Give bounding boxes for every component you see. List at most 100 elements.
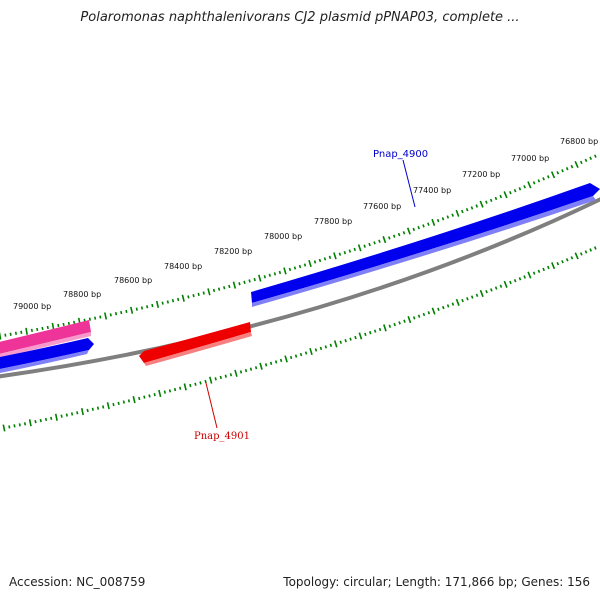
scale-tick (309, 347, 313, 356)
scale-tick (229, 373, 233, 377)
scale-tick (422, 312, 426, 317)
scale-tick (537, 269, 541, 273)
scale-label: 78200 bp (214, 247, 252, 256)
scale-tick (363, 244, 366, 248)
scale-tick (166, 300, 169, 304)
scale-tick (523, 185, 526, 189)
scale-tick (455, 209, 460, 217)
scale-tick (264, 363, 268, 367)
scale-tick (403, 319, 406, 323)
scale-label: 78800 bp (63, 290, 101, 299)
scale-tick (106, 402, 110, 410)
scale-tick (151, 303, 154, 308)
scale-tick (127, 399, 131, 403)
scale-tick (479, 200, 484, 208)
scale-tick (283, 267, 287, 275)
gene-pnap-4900[interactable] (251, 183, 600, 307)
scale-label: 77000 bp (511, 154, 549, 163)
scale-tick (412, 227, 416, 232)
feature-blue-left[interactable] (0, 338, 94, 374)
scale-tick (232, 281, 237, 289)
scale-tick (547, 265, 550, 270)
scale-tick (446, 304, 450, 308)
scale-tick (358, 332, 363, 340)
scale-tick (181, 294, 185, 302)
scale-tick (148, 394, 151, 398)
scale-tick (2, 424, 6, 432)
scale-tick (475, 293, 479, 297)
scale-tick (383, 324, 387, 332)
scale-tick (99, 315, 102, 319)
scale-tick (343, 250, 347, 255)
scale-tick (76, 411, 79, 415)
scale-tick (485, 200, 488, 204)
scale-tick (23, 422, 27, 426)
scale-tick (163, 390, 166, 394)
map-title: Polaromonas naphthalenivorans CJ2 plasmi… (80, 10, 520, 25)
scale-tick (217, 287, 221, 291)
scale-tick (189, 383, 192, 388)
scale-tick (132, 396, 136, 404)
scale-tick (417, 225, 420, 230)
scale-tick (41, 326, 44, 331)
scale-tick (494, 286, 498, 290)
scale-tick (70, 412, 74, 416)
scale-tick (333, 252, 337, 260)
scale-tick (532, 271, 536, 275)
scale-tick (579, 160, 583, 165)
scale-tick (197, 292, 200, 296)
scale-tick (373, 241, 376, 245)
scale-tick (373, 329, 377, 333)
scale-tick (537, 179, 541, 183)
gene-pnap-4901[interactable] (139, 322, 252, 366)
scale-tick (168, 389, 172, 393)
gene-label-pnap-4900[interactable]: Pnap_4900 (373, 149, 428, 160)
scale-tick (96, 406, 100, 410)
scale-tick (574, 252, 579, 260)
scale-tick (388, 236, 391, 240)
scale-label: 76800 bp (560, 137, 598, 146)
scale-tick (523, 275, 526, 279)
scale-tick (44, 417, 48, 422)
scale-tick (513, 188, 517, 193)
scale-tick (284, 355, 288, 363)
scale-label: 77400 bp (413, 186, 451, 195)
gene-label-pnap-4901[interactable]: Pnap_4901 (194, 431, 250, 442)
scale-tick (50, 416, 53, 420)
scale-tick (556, 171, 560, 175)
scale-tick (518, 277, 522, 281)
scale-tick (273, 272, 277, 276)
scale-tick (437, 307, 440, 312)
scale-tick (417, 314, 421, 318)
scale-tick (561, 169, 564, 173)
feature-pink[interactable] (0, 320, 91, 359)
scale-tick (499, 284, 503, 288)
pnap-4900-leader (402, 159, 416, 208)
scale-tick (120, 310, 123, 315)
scale-tick (451, 302, 455, 306)
scale-tick (388, 324, 392, 328)
scale-tick (117, 401, 120, 405)
scale-tick (570, 256, 574, 260)
scale-tick (179, 386, 182, 390)
scale-tick (298, 264, 302, 269)
scale-tick (212, 288, 216, 293)
scale-tick (102, 405, 105, 409)
scale-tick (485, 290, 488, 294)
scale-tick (238, 282, 241, 286)
scale-tick (155, 300, 160, 308)
scale-tick (125, 309, 128, 314)
scale-tick (293, 266, 297, 270)
scale-tick (494, 196, 498, 201)
scale-tick (490, 288, 493, 292)
scale-tick (584, 250, 588, 254)
scale-tick (143, 395, 146, 399)
scale-tick (397, 232, 401, 237)
scale-tick (253, 277, 256, 282)
scale-tick (259, 362, 263, 370)
scale-tick (207, 288, 211, 296)
scale-tick (406, 227, 411, 235)
scale-tick (546, 175, 550, 179)
scale-tick (279, 358, 283, 363)
scale-tick (73, 320, 76, 325)
